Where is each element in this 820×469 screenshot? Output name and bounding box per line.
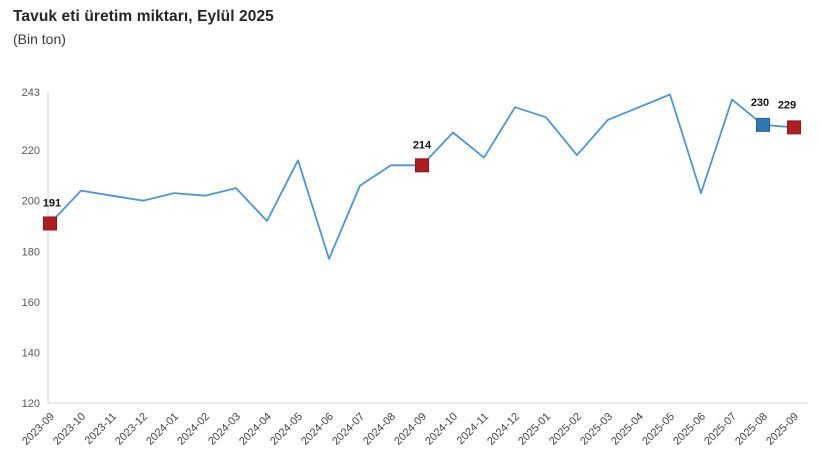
x-axis-tick-label: 2023-12 <box>113 411 150 448</box>
x-axis-tick-label: 2025-02 <box>547 411 584 448</box>
y-axis-tick-label: 243 <box>22 87 40 99</box>
x-axis-tick-label: 2024-01 <box>144 411 181 448</box>
x-axis-tick-label: 2024-10 <box>423 411 460 448</box>
data-point-label: 230 <box>751 97 769 109</box>
data-point-marker <box>787 120 801 135</box>
data-line-series <box>49 93 795 260</box>
x-axis-tick-label: 2025-03 <box>578 411 615 448</box>
data-point-label: 229 <box>778 99 796 111</box>
chart-header: Tavuk eti üretim miktarı, Eylül 2025 (Bi… <box>13 7 274 47</box>
x-axis-tick-label: 2025-01 <box>516 411 553 448</box>
data-point-label: 214 <box>413 139 432 151</box>
data-point-marker <box>415 158 429 173</box>
x-axis-tick-label: 2024-08 <box>361 411 398 448</box>
x-axis-tick-label: 2025-08 <box>733 411 770 448</box>
x-axis-tick-label: 2025-06 <box>671 411 708 448</box>
y-axis-tick-label: 220 <box>22 145 40 157</box>
y-axis-tick-label: 180 <box>22 246 40 258</box>
x-axis-tick-label: 2024-06 <box>299 411 336 448</box>
x-axis-tick-label: 2024-07 <box>330 411 367 448</box>
x-axis-tick-label: 2024-03 <box>206 411 243 448</box>
chart-subtitle: (Bin ton) <box>13 31 66 47</box>
x-axis-tick-label: 2025-07 <box>702 411 739 448</box>
y-axis-tick-label: 200 <box>22 196 40 208</box>
x-axis-tick-label: 2023-10 <box>51 411 88 448</box>
data-point-marker <box>43 216 57 231</box>
x-axis-tick-label: 2025-05 <box>640 411 677 448</box>
x-axis-tick-label: 2024-12 <box>485 411 522 448</box>
data-point-label: 191 <box>43 197 61 209</box>
y-axis-tick-label: 120 <box>22 398 40 410</box>
x-axis-tick-label: 2023-09 <box>20 411 57 448</box>
y-axis-tick-label: 140 <box>22 347 40 359</box>
x-axis-tick-label: 2025-04 <box>609 411 646 448</box>
x-axis-tick-label: 2024-05 <box>268 411 305 448</box>
chart-title: Tavuk eti üretim miktarı, Eylül 2025 <box>13 8 274 25</box>
y-axis-tick-label: 160 <box>22 297 40 309</box>
x-axis-tick-label: 2024-02 <box>175 411 212 448</box>
x-axis-tick-label: 2023-11 <box>83 411 119 447</box>
x-axis-tick-label: 2024-04 <box>237 411 274 448</box>
x-axis-tick-label: 2024-11 <box>455 411 491 447</box>
x-axis-tick-label: 2024-09 <box>392 411 429 448</box>
data-point-marker <box>756 117 770 132</box>
x-axis-tick-label: 2025-09 <box>764 411 801 448</box>
axis-lines <box>47 92 808 404</box>
